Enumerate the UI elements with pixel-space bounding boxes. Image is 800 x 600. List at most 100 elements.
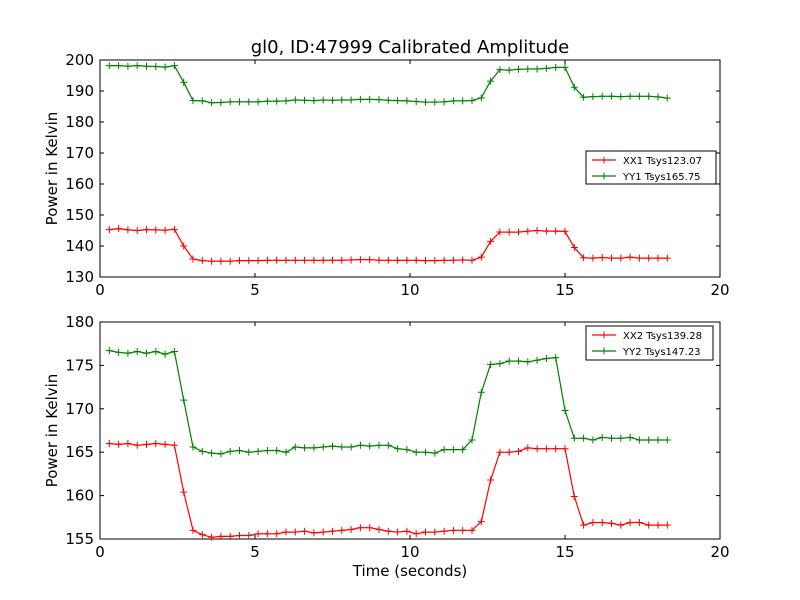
data-point (310, 97, 318, 105)
data-point (366, 524, 374, 532)
data-point (124, 62, 132, 70)
data-point (654, 436, 662, 444)
data-point (356, 524, 364, 532)
data-point (208, 99, 216, 107)
data-point (291, 528, 299, 536)
data-point (198, 257, 206, 265)
data-point (263, 530, 271, 538)
data-point (161, 226, 169, 234)
data-point (589, 436, 597, 444)
data-point (617, 254, 625, 262)
data-point (208, 257, 216, 265)
data-point (635, 92, 643, 100)
series-1 (105, 440, 671, 541)
data-point (449, 526, 457, 534)
data-point (254, 257, 262, 265)
data-point (366, 256, 374, 264)
data-point (347, 96, 355, 104)
y-tick-label: 165 (65, 443, 94, 461)
data-point (663, 94, 671, 102)
data-point (617, 93, 625, 101)
data-point (403, 527, 411, 535)
y-tick-label: 160 (65, 175, 94, 193)
legend-label: XX1 Tsys123.07 (623, 156, 702, 167)
data-point (152, 63, 160, 71)
data-point (254, 447, 262, 455)
data-point (356, 256, 364, 264)
data-point (542, 227, 550, 235)
data-point (180, 396, 188, 404)
data-point (533, 227, 541, 234)
data-point (180, 488, 188, 496)
data-point (384, 527, 392, 535)
data-point (561, 407, 569, 415)
data-point (115, 440, 123, 448)
data-point (515, 228, 522, 236)
data-point (347, 443, 355, 451)
data-point (124, 226, 132, 234)
data-point (319, 256, 327, 264)
data-point (440, 256, 448, 264)
data-point (589, 93, 597, 101)
data-point (273, 256, 281, 264)
data-point (282, 256, 290, 264)
data-point (329, 256, 336, 264)
data-point (626, 519, 634, 527)
data-point (384, 96, 392, 104)
data-point (319, 96, 327, 104)
data-point (459, 97, 467, 105)
data-point (440, 446, 448, 454)
data-point (161, 63, 169, 71)
data-point (477, 518, 485, 526)
data-point (598, 519, 606, 527)
data-point (663, 521, 671, 529)
data-point (394, 528, 402, 536)
data-point (394, 445, 402, 453)
data-point (570, 434, 578, 442)
data-point (291, 443, 299, 451)
data-point (105, 62, 113, 70)
data-point (226, 447, 234, 455)
data-point (552, 227, 560, 235)
data-point (198, 97, 206, 105)
y-axis-label: Power in Kelvin (43, 374, 61, 488)
series-2 (105, 347, 671, 458)
data-point (617, 521, 625, 529)
y-tick-label: 190 (65, 82, 94, 100)
x-tick-label: 10 (400, 281, 419, 299)
data-point (440, 527, 448, 535)
data-point (626, 253, 634, 261)
data-point (384, 256, 392, 264)
data-point (236, 446, 243, 454)
data-point (338, 96, 346, 104)
y-tick-label: 175 (65, 356, 94, 374)
data-point (468, 436, 476, 444)
data-point (366, 442, 374, 450)
data-point (245, 448, 253, 456)
data-point (329, 527, 336, 535)
data-point (143, 440, 150, 448)
data-point (635, 254, 643, 262)
data-point (608, 519, 615, 527)
data-point (282, 97, 290, 105)
data-point (496, 448, 504, 456)
data-point (133, 227, 141, 234)
data-point (273, 97, 281, 105)
x-tick-label: 20 (710, 281, 729, 299)
data-point (505, 66, 513, 74)
data-point (338, 443, 346, 451)
data-point (403, 97, 411, 105)
data-point (105, 347, 113, 355)
legend-box (585, 325, 714, 361)
y-tick-label: 170 (65, 144, 94, 162)
data-point (635, 436, 643, 444)
y-tick-label: 130 (65, 268, 94, 286)
y-tick-label: 150 (65, 206, 94, 224)
data-point (217, 98, 225, 106)
y-tick-label: 170 (65, 400, 94, 418)
data-point (152, 348, 160, 356)
x-tick-label: 15 (555, 543, 574, 561)
data-point (524, 444, 532, 452)
data-point (635, 519, 643, 527)
data-point (580, 93, 588, 101)
